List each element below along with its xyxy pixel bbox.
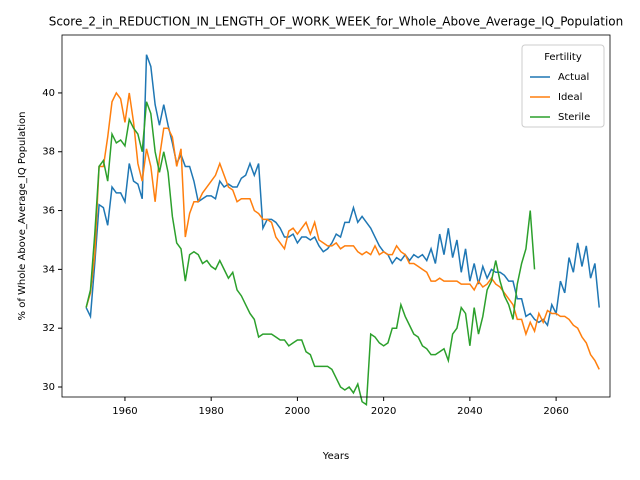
- x-tick-label: 1960: [112, 406, 137, 417]
- y-tick-label: 40: [42, 88, 55, 99]
- series-line: [85, 54, 600, 328]
- series-line: [85, 101, 536, 407]
- y-axis-label: % of Whole Above_Average_IQ Population: [17, 112, 28, 321]
- y-tick-label: 30: [42, 382, 55, 393]
- y-tick-label: 32: [42, 323, 55, 334]
- x-axis-label: Years: [322, 451, 349, 462]
- series-line: [85, 91, 600, 370]
- x-tick-label: 2020: [371, 406, 396, 417]
- legend-label: Sterile: [558, 112, 590, 123]
- plot-frame: [61, 34, 611, 398]
- y-tick-label: 34: [42, 264, 55, 275]
- x-tick-label: 2040: [457, 406, 482, 417]
- x-tick-label: 1980: [198, 406, 223, 417]
- x-tick-label: 2000: [285, 406, 310, 417]
- y-tick-label: 38: [42, 147, 55, 158]
- legend-label: Ideal: [558, 92, 582, 103]
- x-tick-label: 2060: [543, 406, 568, 417]
- y-tick-label: 36: [42, 206, 55, 217]
- legend-box: [521, 44, 605, 128]
- legend-label: Actual: [558, 72, 589, 83]
- chart-title: Score_2_in_REDUCTION_IN_LENGTH_OF_WORK_W…: [49, 15, 624, 29]
- legend-title: Fertility: [544, 52, 582, 63]
